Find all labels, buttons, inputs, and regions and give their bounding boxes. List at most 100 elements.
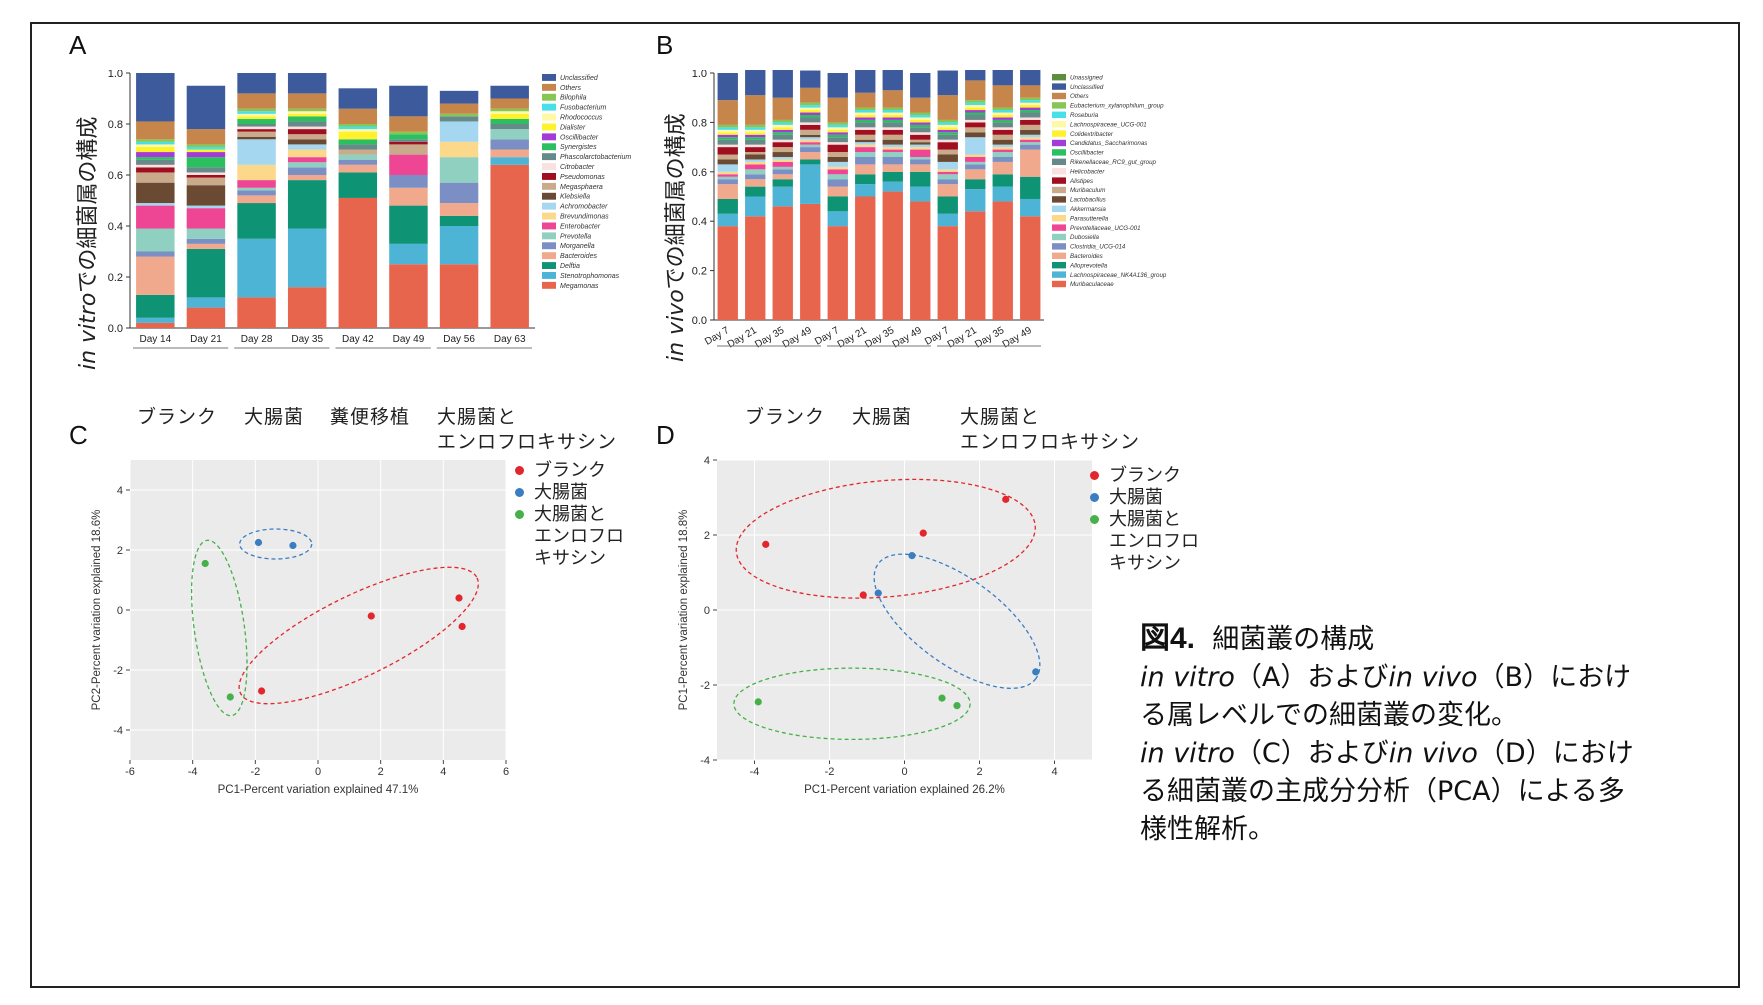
bar-segment — [287, 111, 327, 114]
bar-segment — [937, 154, 958, 162]
bar-segment — [827, 179, 848, 187]
bar-segment — [1020, 70, 1041, 86]
x-tick-label: Day 21 — [946, 325, 979, 351]
bar-segment — [882, 90, 903, 108]
bar-segment — [745, 159, 766, 162]
bar-segment — [882, 152, 903, 157]
bar-segment — [800, 114, 821, 118]
bar-segment — [389, 187, 428, 206]
bar-segment — [910, 119, 931, 123]
bar-segment — [910, 171, 931, 187]
bar-segment — [136, 121, 175, 140]
legend-label: Alistipes — [1069, 178, 1093, 185]
bar-segment — [992, 107, 1013, 111]
x-tick-label: Day 49 — [393, 334, 425, 345]
bar-segment — [827, 142, 848, 145]
bar-segment — [800, 129, 821, 135]
bar-segment — [882, 147, 903, 150]
y-tick-label: -2 — [700, 680, 710, 692]
y-tick-label: 0.2 — [108, 272, 123, 284]
caption-line-4: る細菌叢の主成分分析（PCA）による多 — [1140, 776, 1625, 807]
legend-label: Enterobacter — [560, 223, 601, 230]
y-tick-label: -2 — [113, 665, 123, 677]
legend-swatch — [1052, 130, 1066, 137]
legend-label: Delftia — [560, 263, 580, 270]
bar-segment — [965, 211, 986, 320]
bar-segment — [910, 117, 931, 120]
bar-segment — [186, 177, 226, 186]
bar-segment — [937, 127, 958, 130]
bar-segment — [287, 116, 327, 122]
bar-segment — [186, 167, 226, 173]
legend-swatch — [1052, 280, 1066, 288]
bar-segment — [1020, 117, 1041, 120]
bar-segment — [717, 154, 738, 160]
bar-segment — [237, 93, 276, 109]
legend-label-enro-2: エンロフロ — [1109, 531, 1199, 552]
bar-segment — [937, 169, 958, 172]
legend-label: Dialister — [560, 124, 586, 131]
bar-segment — [745, 186, 766, 197]
bar-segment — [855, 174, 876, 185]
panel-c-legend: ブランク 大腸菌 大腸菌と エンロフロ キサシン — [515, 460, 624, 570]
bar-segment — [490, 111, 529, 114]
figure-caption: 図4. 細菌叢の構成 in vitro（A）およびin vivo（B）におけ る… — [1140, 620, 1740, 849]
bar-segment — [827, 161, 848, 167]
legend-swatch — [1052, 262, 1066, 269]
bar-segment — [186, 248, 226, 298]
bar-segment — [389, 134, 428, 140]
bar-segment — [439, 226, 479, 265]
bar-segment — [965, 169, 986, 180]
panel-label-c: C — [69, 420, 88, 450]
x-tick-label: 2 — [378, 766, 384, 778]
bar-segment — [287, 175, 327, 181]
bar-segment — [910, 114, 931, 118]
legend-label: Parasutterella — [1070, 215, 1109, 222]
bar-segment — [136, 139, 175, 142]
group-ellipse — [735, 478, 1036, 599]
bar-segment — [855, 107, 876, 111]
bar-segment — [772, 127, 793, 130]
y-tick-label: 0.4 — [108, 221, 123, 233]
bar-segment — [186, 85, 226, 130]
data-point — [458, 622, 466, 631]
legend-swatch — [542, 222, 556, 230]
bar-segment — [237, 124, 276, 127]
bar-segment — [287, 93, 327, 109]
bar-segment — [882, 110, 903, 113]
panel-label-a: A — [69, 30, 87, 60]
y-tick-label: 0 — [117, 605, 123, 617]
legend-label-enro-3: キサシン — [534, 548, 606, 569]
bar-segment — [287, 180, 327, 229]
bar-segment — [136, 152, 175, 158]
legend-swatch — [1052, 196, 1066, 203]
bar-segment — [937, 119, 958, 123]
bar-segment — [1020, 129, 1041, 135]
bar-segment — [827, 226, 848, 320]
bar-segment — [800, 144, 821, 148]
bar-segment — [186, 307, 226, 328]
bar-segment — [965, 137, 986, 155]
bar-segment — [338, 172, 378, 198]
data-point — [258, 687, 266, 695]
bar-segment — [389, 131, 428, 135]
panel-b-group-ecoli-enro-1: 大腸菌と — [960, 406, 1041, 428]
bar-segment — [882, 119, 903, 123]
y-tick-label: 0.0 — [692, 315, 707, 327]
bar-segment — [439, 103, 479, 114]
bar-segment — [136, 182, 175, 204]
data-point — [938, 694, 946, 702]
legend-swatch — [1052, 205, 1066, 212]
data-point — [254, 538, 263, 547]
bar-segment — [882, 144, 903, 148]
legend-label: Clostridia_UCG-014 — [1070, 244, 1126, 251]
bar-segment — [439, 157, 479, 183]
legend-label: Oscillibacter — [560, 134, 599, 141]
chart-d-pca: -4 -2 0 2 4 -4 -2 0 2 4 PC1-Percent variation expl… — [678, 455, 1092, 796]
bar-segment — [237, 164, 276, 181]
bar-segment — [745, 127, 766, 130]
x-tick-label: Day 49 — [891, 325, 924, 351]
bar-segment — [827, 137, 848, 143]
bar-segment — [745, 134, 766, 138]
bar-segment — [827, 166, 848, 170]
